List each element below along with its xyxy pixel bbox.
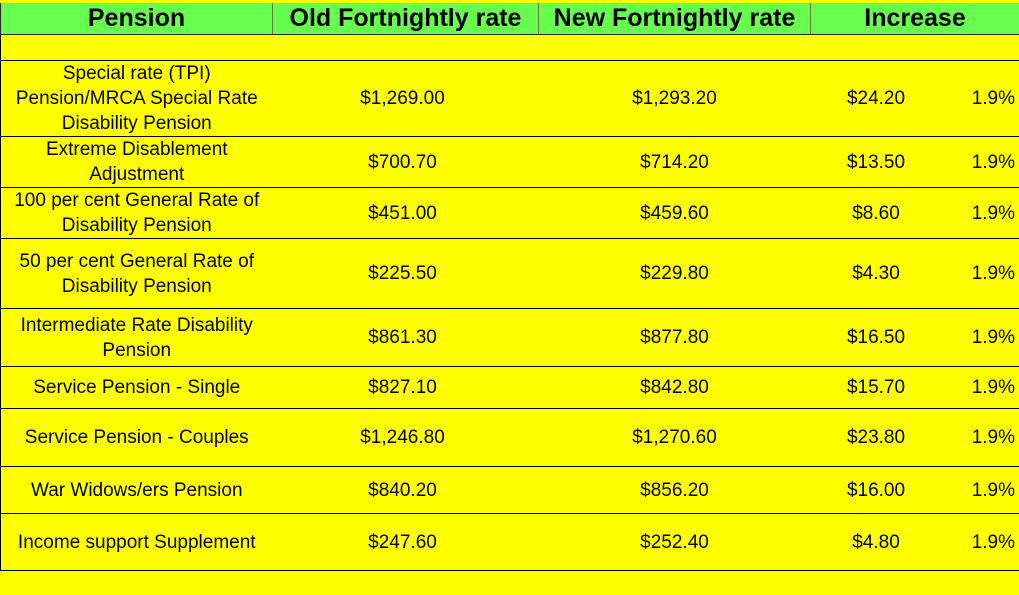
increase-cell[interactable]: $4.30	[810, 238, 940, 309]
old-rate-cell[interactable]: $840.20	[272, 466, 539, 514]
pension-cell[interactable]: 50 per cent General Rate of Disability P…	[0, 238, 273, 309]
new-rate-cell[interactable]: $459.60	[538, 187, 811, 239]
table-row: Service Pension - Couples $1,246.80 $1,270…	[0, 408, 1019, 467]
increase-cell[interactable]: $24.20	[810, 60, 940, 137]
old-rate-cell[interactable]: $1,246.80	[272, 408, 539, 467]
increase-cell[interactable]: $4.80	[810, 513, 940, 571]
old-rate-cell[interactable]: $247.60	[272, 513, 539, 571]
new-rate-cell[interactable]: $877.80	[538, 308, 811, 367]
header-pension[interactable]: Pension	[0, 0, 273, 35]
old-rate-cell[interactable]: $861.30	[272, 308, 539, 367]
pension-name: War Widows/ers Pension	[30, 479, 243, 501]
pension-name: 50 per cent General Rate of Disability P…	[19, 250, 254, 297]
table-row: Income support Supplement $247.60 $252.40 $…	[0, 513, 1019, 571]
header-new-rate[interactable]: New Fortnightly rate	[538, 0, 811, 35]
increase-cell[interactable]: $8.60	[810, 187, 940, 239]
new-rate-cell[interactable]: $229.80	[538, 238, 811, 309]
old-rate-cell[interactable]: $827.10	[272, 366, 539, 409]
pension-name: Service Pension - Single	[33, 377, 241, 398]
old-rate-cell[interactable]: $451.00	[272, 187, 539, 239]
new-rate-cell[interactable]: $842.80	[538, 366, 811, 409]
pension-rates-table: Pension Old Fortnightly rate New Fortnig…	[0, 0, 1019, 571]
header-old-rate[interactable]: Old Fortnightly rate	[272, 0, 539, 35]
empty-cell[interactable]	[0, 34, 1019, 61]
old-rate-cell[interactable]: $225.50	[272, 238, 539, 309]
new-rate-cell[interactable]: $714.20	[538, 136, 811, 188]
increase-cell[interactable]: $15.70	[810, 366, 940, 409]
table-row: War Widows/ers Pension $840.20 $856.20 $16.…	[0, 466, 1019, 514]
new-rate-cell[interactable]: $252.40	[538, 513, 811, 571]
increase-cell[interactable]: $13.50	[810, 136, 940, 188]
pension-cell[interactable]: Extreme Disablement Adjustment	[0, 136, 273, 188]
new-rate-cell[interactable]: $1,270.60	[538, 408, 811, 467]
pension-name: Income support Supplement	[17, 531, 256, 553]
percent-cell[interactable]: 1.9%	[939, 466, 1019, 514]
table-row: 50 per cent General Rate of Disability P…	[0, 238, 1019, 309]
table-row: Extreme Disablement Adjustment $700.70 $71…	[0, 136, 1019, 188]
pension-name: Intermediate Rate Disability Pension	[20, 314, 253, 361]
percent-cell[interactable]: 1.9%	[939, 366, 1019, 409]
percent-cell[interactable]: 1.9%	[939, 238, 1019, 309]
new-rate-cell[interactable]: $856.20	[538, 466, 811, 514]
spacer-row	[0, 34, 1019, 61]
old-rate-cell[interactable]: $700.70	[272, 136, 539, 188]
percent-cell[interactable]: 1.9%	[939, 136, 1019, 188]
increase-cell[interactable]: $16.00	[810, 466, 940, 514]
percent-cell[interactable]: 1.9%	[939, 308, 1019, 367]
percent-cell[interactable]: 1.9%	[939, 187, 1019, 239]
pension-cell[interactable]: Service Pension - Single	[0, 366, 273, 409]
increase-cell[interactable]: $16.50	[810, 308, 940, 367]
pension-cell[interactable]: Special rate (TPI) Pension/MRCA Special …	[0, 60, 273, 137]
old-rate-cell[interactable]: $1,269.00	[272, 60, 539, 137]
percent-cell[interactable]: 1.9%	[939, 408, 1019, 467]
table-row: 100 per cent General Rate of Disability …	[0, 187, 1019, 239]
pension-name: Service Pension - Couples	[24, 427, 249, 448]
table-row: Intermediate Rate Disability Pension $861…	[0, 308, 1019, 367]
pension-name: Extreme Disablement Adjustment	[45, 139, 228, 185]
increase-cell[interactable]: $23.80	[810, 408, 940, 467]
pension-name: Special rate (TPI) Pension/MRCA Special …	[15, 63, 258, 134]
pension-name: 100 per cent General Rate of Disability …	[14, 190, 260, 236]
new-rate-cell[interactable]: $1,293.20	[538, 60, 811, 137]
header-row: Pension Old Fortnightly rate New Fortnig…	[0, 0, 1019, 35]
table-row: Special rate (TPI) Pension/MRCA Special …	[0, 60, 1019, 137]
header-increase[interactable]: Increase	[810, 0, 1019, 35]
percent-cell[interactable]: 1.9%	[939, 513, 1019, 571]
pension-cell[interactable]: 100 per cent General Rate of Disability …	[0, 187, 273, 239]
pension-cell[interactable]: Income support Supplement	[0, 513, 273, 571]
pension-cell[interactable]: War Widows/ers Pension	[0, 466, 273, 514]
table-row: Service Pension - Single $827.10 $842.80 $1…	[0, 366, 1019, 409]
pension-cell[interactable]: Intermediate Rate Disability Pension	[0, 308, 273, 367]
percent-cell[interactable]: 1.9%	[939, 60, 1019, 137]
pension-cell[interactable]: Service Pension - Couples	[0, 408, 273, 467]
